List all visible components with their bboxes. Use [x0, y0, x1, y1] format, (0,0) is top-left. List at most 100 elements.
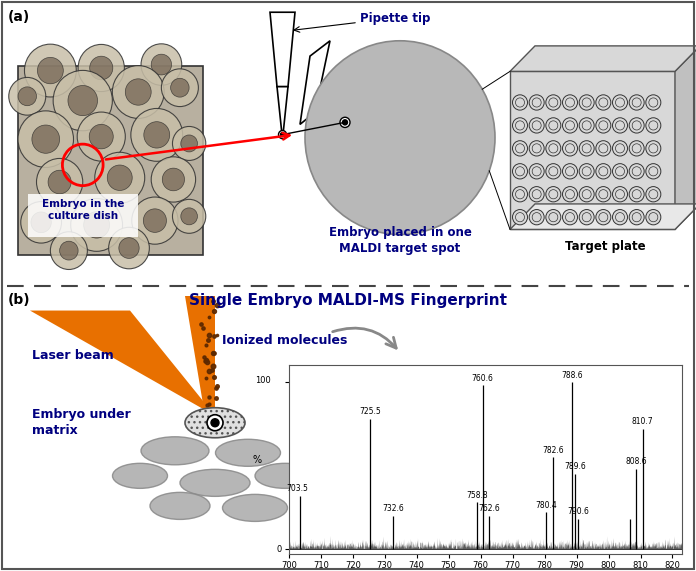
- Circle shape: [549, 212, 557, 222]
- Text: Pipette tip: Pipette tip: [360, 12, 430, 25]
- Circle shape: [629, 95, 644, 110]
- Circle shape: [615, 121, 624, 130]
- Circle shape: [599, 121, 608, 130]
- Circle shape: [529, 95, 544, 110]
- Circle shape: [280, 132, 285, 136]
- Circle shape: [516, 167, 525, 176]
- Circle shape: [579, 118, 594, 133]
- Circle shape: [342, 120, 347, 125]
- Circle shape: [532, 121, 541, 130]
- Circle shape: [599, 98, 608, 107]
- Circle shape: [53, 70, 112, 131]
- Circle shape: [579, 140, 594, 156]
- Circle shape: [582, 144, 591, 153]
- Circle shape: [582, 121, 591, 130]
- Circle shape: [649, 121, 658, 130]
- Circle shape: [582, 167, 591, 176]
- Circle shape: [632, 98, 641, 107]
- Circle shape: [36, 158, 83, 206]
- Circle shape: [50, 232, 88, 270]
- Circle shape: [512, 95, 528, 110]
- Text: Embryo under
matrix: Embryo under matrix: [32, 408, 131, 437]
- Circle shape: [612, 140, 628, 156]
- Circle shape: [529, 187, 544, 202]
- Circle shape: [84, 212, 109, 238]
- Circle shape: [546, 164, 561, 179]
- Circle shape: [579, 187, 594, 202]
- Circle shape: [612, 164, 628, 179]
- Circle shape: [38, 57, 63, 84]
- Text: Embryo placed in one
MALDI target spot: Embryo placed in one MALDI target spot: [329, 226, 471, 255]
- Circle shape: [612, 210, 628, 225]
- Text: 788.6: 788.6: [561, 371, 583, 380]
- Circle shape: [516, 212, 525, 222]
- Circle shape: [615, 98, 624, 107]
- Circle shape: [18, 111, 74, 167]
- Circle shape: [596, 140, 611, 156]
- Ellipse shape: [150, 492, 210, 520]
- Circle shape: [512, 210, 528, 225]
- Circle shape: [649, 212, 658, 222]
- Circle shape: [646, 164, 661, 179]
- Text: 762.6: 762.6: [478, 504, 500, 513]
- Circle shape: [596, 118, 611, 133]
- Circle shape: [181, 135, 198, 152]
- Polygon shape: [270, 12, 295, 87]
- Circle shape: [579, 164, 594, 179]
- Circle shape: [562, 210, 578, 225]
- Circle shape: [562, 118, 578, 133]
- Text: 810.7: 810.7: [632, 417, 654, 427]
- Circle shape: [649, 167, 658, 176]
- Circle shape: [599, 212, 608, 222]
- Circle shape: [211, 419, 219, 427]
- Circle shape: [532, 212, 541, 222]
- Circle shape: [546, 95, 561, 110]
- Circle shape: [562, 140, 578, 156]
- Circle shape: [516, 98, 525, 107]
- Circle shape: [532, 190, 541, 199]
- Ellipse shape: [113, 463, 168, 488]
- Circle shape: [629, 164, 644, 179]
- Circle shape: [546, 118, 561, 133]
- Circle shape: [629, 187, 644, 202]
- Circle shape: [171, 78, 189, 97]
- Circle shape: [615, 190, 624, 199]
- Circle shape: [565, 98, 574, 107]
- Circle shape: [529, 140, 544, 156]
- Circle shape: [77, 112, 125, 161]
- Circle shape: [646, 118, 661, 133]
- Circle shape: [31, 212, 52, 233]
- Polygon shape: [277, 87, 288, 135]
- Circle shape: [181, 208, 198, 225]
- Circle shape: [305, 41, 495, 235]
- Text: (a): (a): [8, 10, 30, 24]
- Circle shape: [532, 167, 541, 176]
- Polygon shape: [675, 46, 696, 230]
- Text: 732.6: 732.6: [382, 504, 404, 513]
- Text: Ionized molecules: Ionized molecules: [222, 334, 347, 347]
- Circle shape: [173, 126, 206, 160]
- Circle shape: [629, 210, 644, 225]
- Polygon shape: [185, 296, 215, 416]
- Circle shape: [646, 95, 661, 110]
- Ellipse shape: [216, 439, 280, 467]
- Circle shape: [131, 108, 182, 161]
- Circle shape: [529, 210, 544, 225]
- Circle shape: [612, 95, 628, 110]
- Polygon shape: [300, 41, 330, 124]
- Circle shape: [78, 45, 125, 91]
- Circle shape: [646, 210, 661, 225]
- Circle shape: [632, 121, 641, 130]
- Bar: [18, 66, 203, 255]
- Circle shape: [612, 187, 628, 202]
- Circle shape: [599, 190, 608, 199]
- Circle shape: [207, 415, 223, 431]
- Circle shape: [649, 190, 658, 199]
- Text: 782.6: 782.6: [542, 445, 564, 455]
- Circle shape: [549, 190, 557, 199]
- Circle shape: [21, 202, 61, 243]
- Circle shape: [562, 95, 578, 110]
- Circle shape: [632, 190, 641, 199]
- Circle shape: [549, 144, 557, 153]
- Polygon shape: [510, 204, 696, 230]
